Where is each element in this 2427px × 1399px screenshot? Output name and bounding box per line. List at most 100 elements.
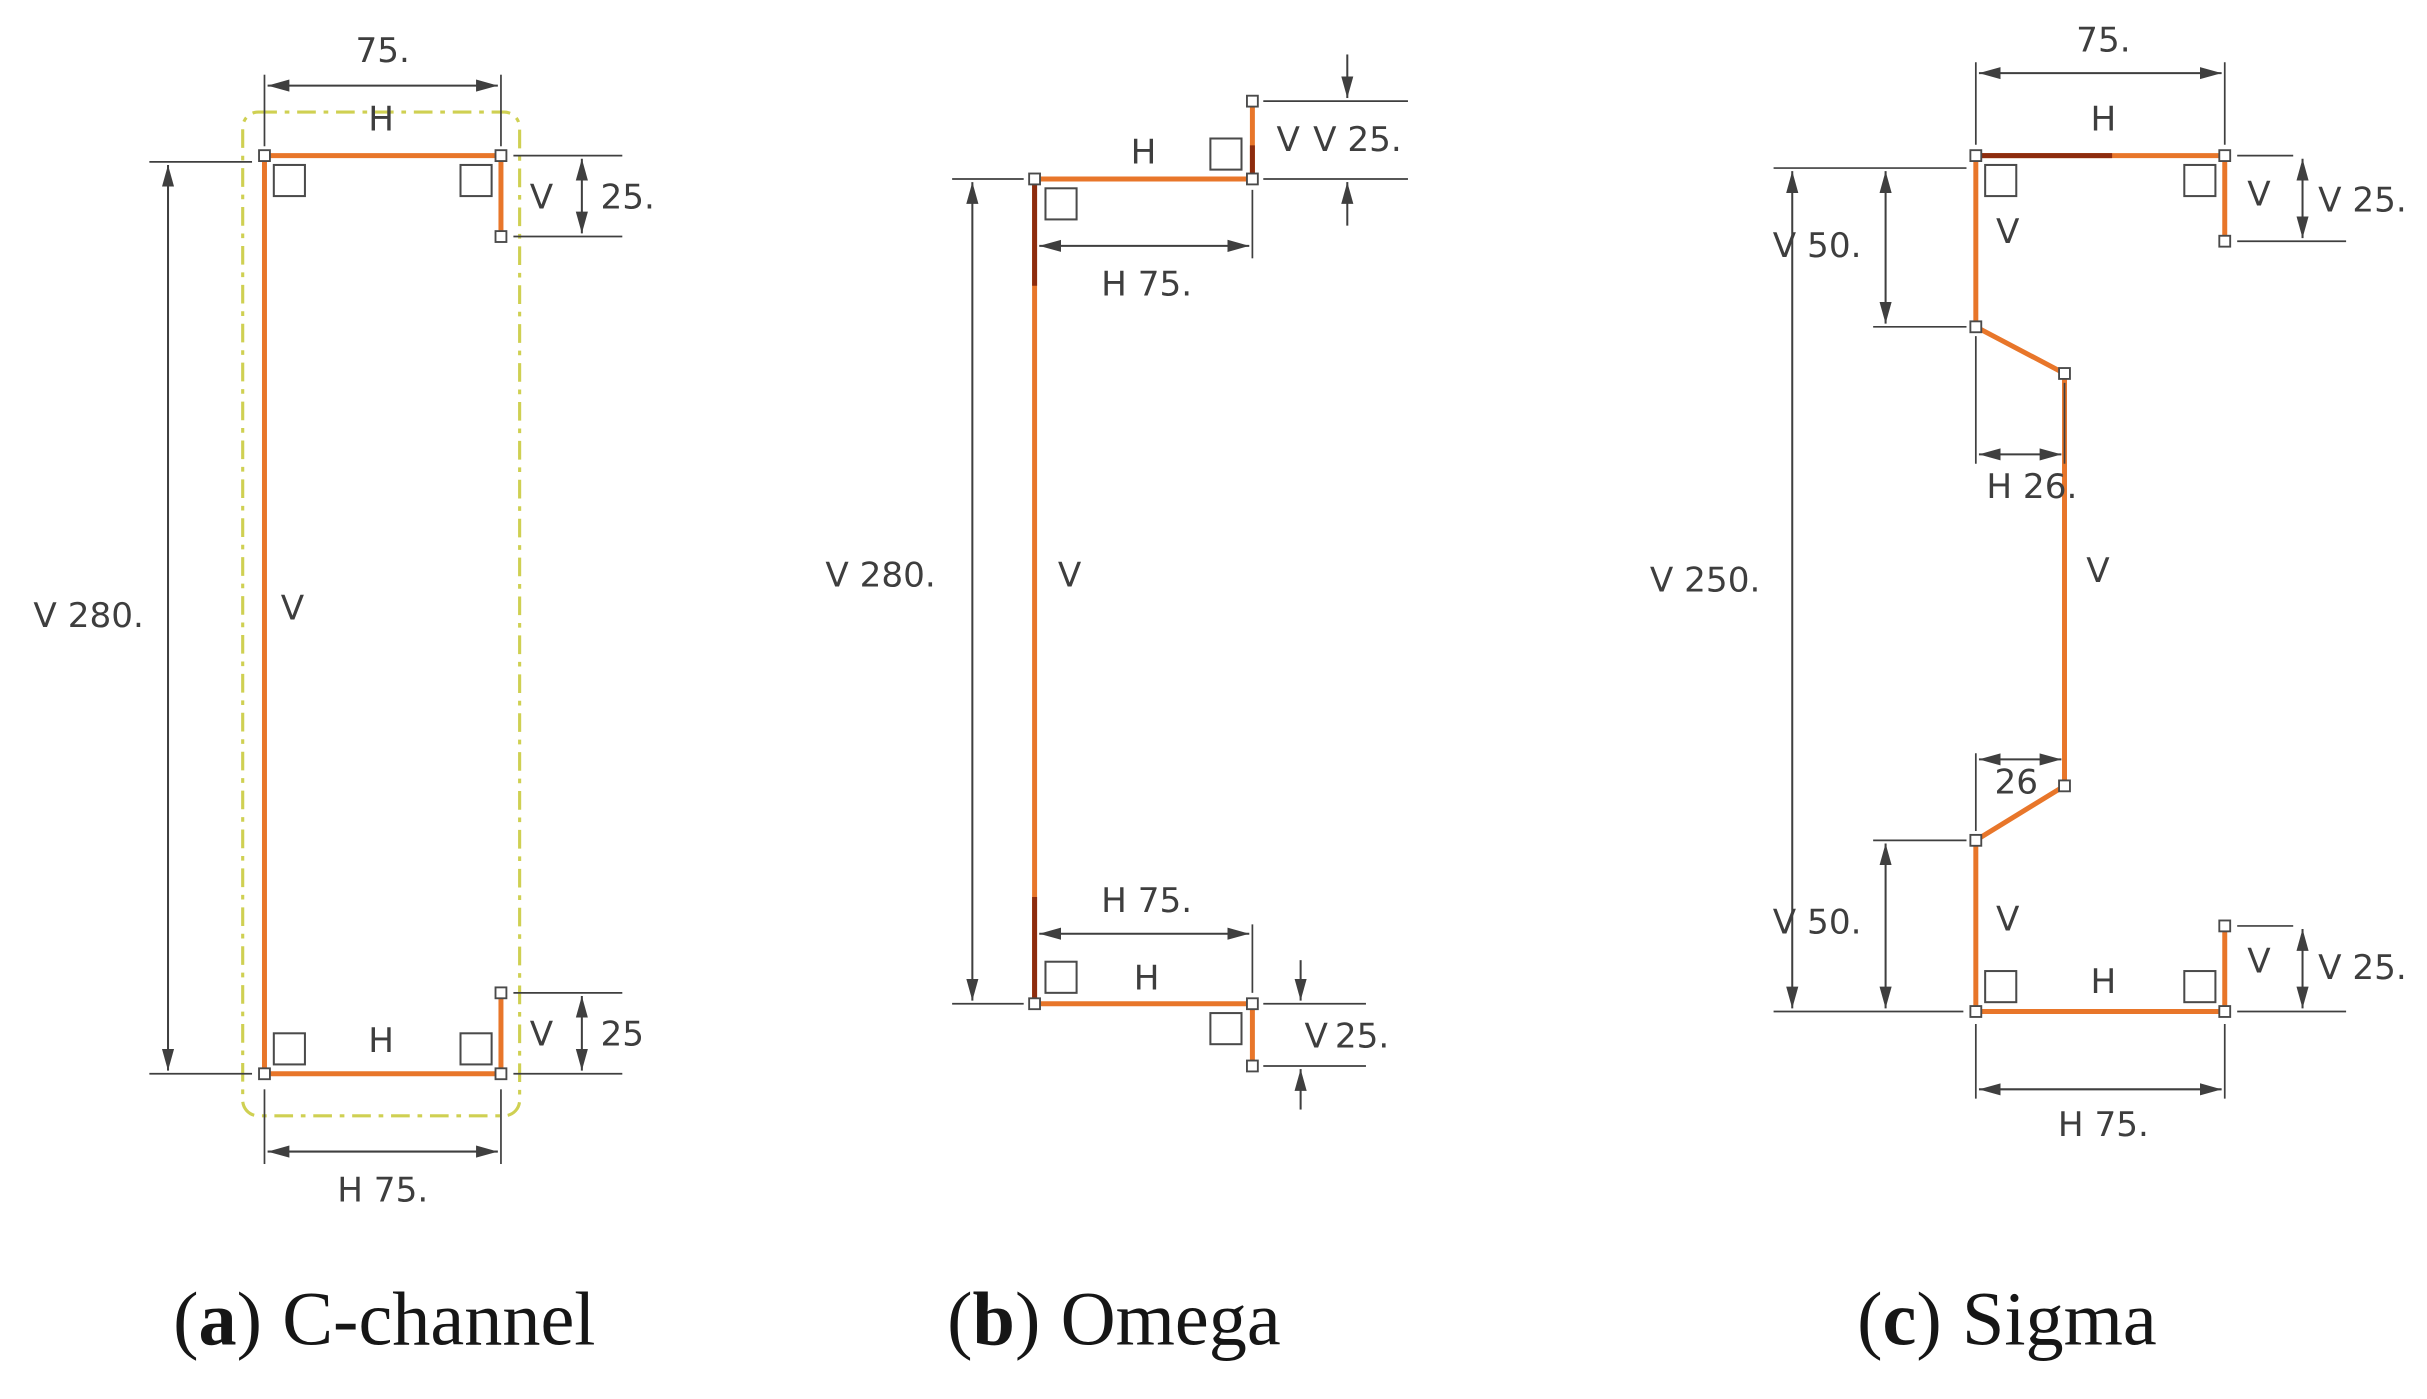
label-bottom-flange: H [2091, 962, 2117, 1002]
label-bottom-lip: V [1304, 1016, 1328, 1056]
vertex-marker [2218, 234, 2232, 248]
constraint-square [459, 1032, 493, 1066]
dim-text-bottom-width: H 75. [337, 1170, 428, 1210]
dim-text-top-width: 75. [2076, 20, 2130, 60]
dim-height: V 280. [825, 178, 1024, 1005]
dim-text-top-lip: 25. [601, 178, 655, 218]
dim-height: V 250. [1650, 171, 1964, 1013]
constraint-square [1209, 137, 1243, 171]
sigma-upper-jog-line [1972, 323, 2068, 377]
dim-bottom-lip: V V 25. [2237, 925, 2407, 1013]
label-lower-web: V [1996, 900, 2020, 940]
vertex-marker [494, 230, 508, 243]
dim-text-upper-web: V 50. [1773, 226, 1862, 266]
label-upper-web: V [1996, 212, 2020, 252]
constraint-square [2183, 970, 2217, 1004]
dim-bottom-width: H 75. [1974, 1023, 2226, 1145]
vertex-marker [494, 149, 508, 162]
vertex-marker [1969, 833, 1983, 847]
vertex-marker [494, 986, 508, 1000]
vertex-marker [1246, 997, 1259, 1011]
constraint-square [459, 163, 493, 198]
vertex-marker [1969, 1005, 1983, 1018]
caption-sigma: (c) Sigma [1857, 1278, 2157, 1362]
label-bottom-lip: V [530, 1015, 554, 1055]
vertex-marker [1028, 172, 1041, 186]
dim-bottom-width: H 75. [263, 1089, 502, 1210]
label-web: V [1058, 556, 1082, 596]
dim-text-height: V 250. [1650, 560, 1760, 600]
dim-upper-jog: H 26. [1974, 336, 2077, 507]
vertex-marker [1969, 149, 1983, 162]
caption-c-channel: (a) C-channel [173, 1278, 595, 1362]
dim-upper-web: V 50. [1773, 167, 1967, 328]
dim-text-bottom-lip: 25. [1335, 1016, 1389, 1056]
dim-lower-web: V 50. [1773, 839, 1967, 1009]
label-bottom-flange: H [368, 1021, 394, 1061]
label-top-flange: H [1131, 132, 1157, 172]
panel-sigma: 75. H V V 25. V 50. V H 26. V V 250. [1650, 20, 2407, 1361]
vertex-marker [2218, 149, 2232, 162]
dim-text-bottom-lip: 25 [601, 1015, 645, 1055]
constraint-square [272, 1032, 306, 1066]
label-top-lip: V [1276, 120, 1300, 160]
label-top-flange: H [368, 100, 394, 140]
dim-height: V 280. [33, 160, 253, 1075]
construction-bounding-box [241, 110, 522, 1118]
constraint-square [1984, 163, 2018, 198]
constraint-square [1209, 1012, 1243, 1046]
dim-top-lip: V V 25. [2237, 154, 2407, 243]
dim-text-top-lip: V 25. [1313, 120, 1402, 160]
dim-text-lower-jog: 26 [1995, 763, 2039, 803]
dim-text-bottom-lip: V 25. [2318, 948, 2407, 988]
vertex-marker [1969, 320, 1983, 334]
vertex-marker [2058, 367, 2071, 380]
vertex-marker [494, 1067, 508, 1081]
dim-text-top-lip: V 25. [2318, 181, 2407, 221]
dim-top-width: 75. [1974, 20, 2226, 145]
vertex-marker [258, 149, 271, 162]
dim-text-top-width: 75. [356, 31, 410, 71]
dim-text-top-flange: H 75. [1101, 265, 1192, 305]
dim-text-bottom-width: H 75. [2058, 1105, 2149, 1145]
constraint-square [1984, 970, 2018, 1004]
vertex-marker [1028, 997, 1041, 1011]
dim-top-flange: H 75. [1039, 189, 1254, 305]
dim-text-lower-web: V 50. [1773, 903, 1862, 943]
label-top-lip: V [2247, 174, 2271, 214]
dim-top-width: 75. [263, 31, 502, 147]
label-top-lip: V [530, 178, 554, 218]
label-web: V [281, 588, 305, 628]
constraint-square [272, 163, 306, 198]
vertex-marker [1246, 172, 1259, 186]
constraint-square [1044, 960, 1078, 994]
panel-c-channel: 75. H V 25. V 280. V V 25 H [33, 31, 654, 1361]
dim-bottom-lip: V 25 [513, 991, 645, 1075]
dim-lower-jog: 26 [1974, 753, 2062, 831]
label-bottom-flange: H [1134, 959, 1160, 999]
dim-text-bottom-flange: H 75. [1101, 881, 1192, 921]
caption-omega: (b) Omega [947, 1278, 1281, 1362]
vertex-marker [1246, 94, 1259, 108]
constraint-square [1044, 187, 1078, 221]
sigma-lower-jog-line [1972, 782, 2068, 844]
dim-text-upper-jog: H 26. [1986, 467, 2077, 507]
vertex-marker [2218, 919, 2232, 933]
dim-bottom-flange: H 75. [1039, 881, 1254, 993]
dim-top-lip: V V 25. [1263, 54, 1408, 226]
dim-top-lip: V 25. [513, 154, 655, 238]
vertex-marker [2218, 1005, 2232, 1018]
label-top-flange: H [2091, 100, 2117, 140]
label-bottom-lip: V [2247, 942, 2271, 982]
constraint-square [2183, 163, 2217, 198]
vertex-marker [258, 1067, 271, 1081]
vertex-marker [2058, 779, 2071, 793]
dim-text-height: V 280. [33, 596, 143, 636]
vertex-marker [1246, 1059, 1259, 1073]
dim-text-height: V 280. [825, 556, 935, 596]
label-mid-web: V [2086, 551, 2110, 591]
dim-bottom-lip: V 25. [1263, 960, 1389, 1110]
panel-omega: V V 25. H H 75. V 280. V H 75. H V [825, 54, 1408, 1362]
